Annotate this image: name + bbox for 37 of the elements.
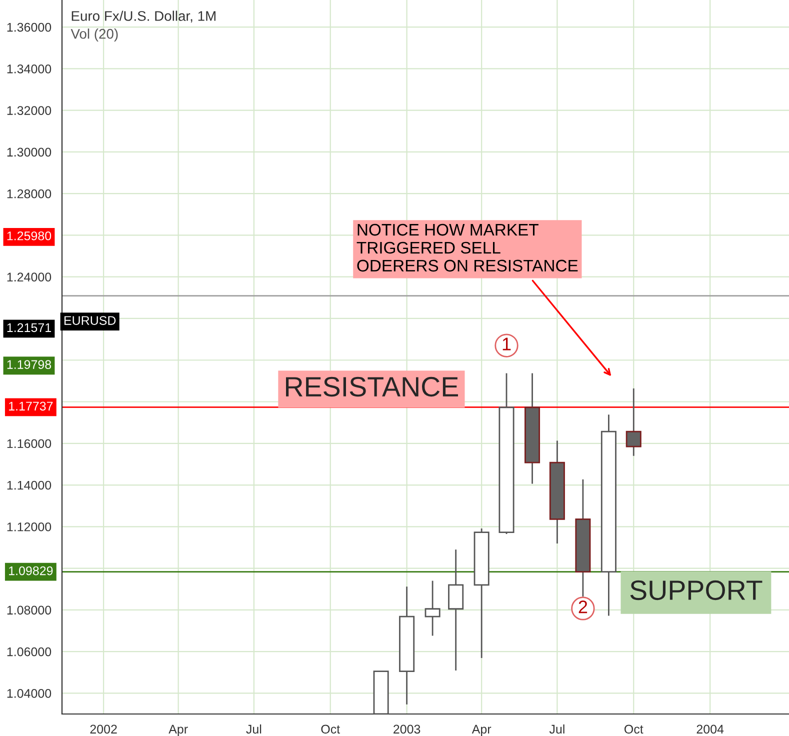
- ref-line-label: 1.09829: [9, 566, 53, 576]
- y-tick-label: 1.28000: [7, 189, 52, 198]
- text: Vol (20): [70, 28, 118, 42]
- y-tick-label: 1.25980: [7, 231, 52, 240]
- y-tick-label: 1.06000: [7, 647, 52, 656]
- x-tick-label: 2004: [696, 724, 724, 734]
- x-tick-label: Oct: [321, 724, 340, 734]
- y-tick-label: 1.24000: [7, 272, 52, 282]
- x-tick-label: Jul: [549, 724, 564, 734]
- y-tick-label: 1.04000: [7, 688, 52, 698]
- y-tick-label: 1.12000: [7, 522, 52, 532]
- ref-line-label: 1.17737: [9, 402, 53, 411]
- x-tick-label: 2002: [90, 724, 117, 734]
- y-tick-label: 1.30000: [7, 148, 52, 157]
- x-tick-label: Jul: [246, 724, 262, 734]
- y-tick-label: 1.16000: [7, 439, 52, 448]
- annotation: RESISTANCE: [286, 376, 458, 397]
- y-tick-label: 1.08000: [7, 606, 52, 615]
- text: Euro Fx/U.S. Dollar, 1M: [72, 10, 216, 23]
- x-tick-label: 2003: [394, 724, 420, 734]
- annotation: EURUSD: [64, 316, 116, 325]
- annotation: SUPPORT: [630, 580, 762, 600]
- y-tick-label: 1.32000: [7, 106, 52, 115]
- annotation: 1: [502, 338, 511, 350]
- y-tick-label: 1.21571: [7, 323, 51, 332]
- candlestick: [626, 388, 642, 457]
- x-tick-label: Apr: [472, 724, 492, 736]
- x-tick-label: Apr: [168, 724, 188, 736]
- y-tick-label: 1.19798: [7, 360, 52, 369]
- candlestick: [448, 548, 464, 672]
- y-tick-label: 1.34000: [7, 64, 52, 74]
- candlestick: [424, 580, 440, 636]
- x-tick-label: Oct: [624, 724, 644, 734]
- y-tick-label: 1.14000: [7, 480, 52, 490]
- annotation: 2: [578, 600, 588, 614]
- y-tick-label: 1.36000: [7, 22, 52, 32]
- annotation: NOTICE HOW MARKET TRIGGERED SELL ODERERS ON RESISTANCE: [356, 224, 578, 272]
